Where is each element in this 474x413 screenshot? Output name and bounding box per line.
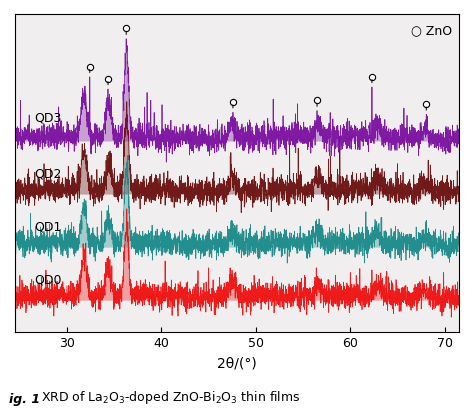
- Text: QD2: QD2: [34, 167, 61, 180]
- Text: ○ ZnO: ○ ZnO: [411, 24, 452, 38]
- Text: XRD of La$_2$O$_3$-doped ZnO-Bi$_2$O$_3$ thin films: XRD of La$_2$O$_3$-doped ZnO-Bi$_2$O$_3$…: [41, 388, 301, 405]
- Text: ig. 1: ig. 1: [9, 392, 41, 405]
- X-axis label: 2θ/(°): 2θ/(°): [217, 355, 257, 369]
- Text: QD0: QD0: [34, 273, 62, 286]
- Text: QD3: QD3: [34, 111, 61, 124]
- Text: QD1: QD1: [34, 220, 61, 233]
